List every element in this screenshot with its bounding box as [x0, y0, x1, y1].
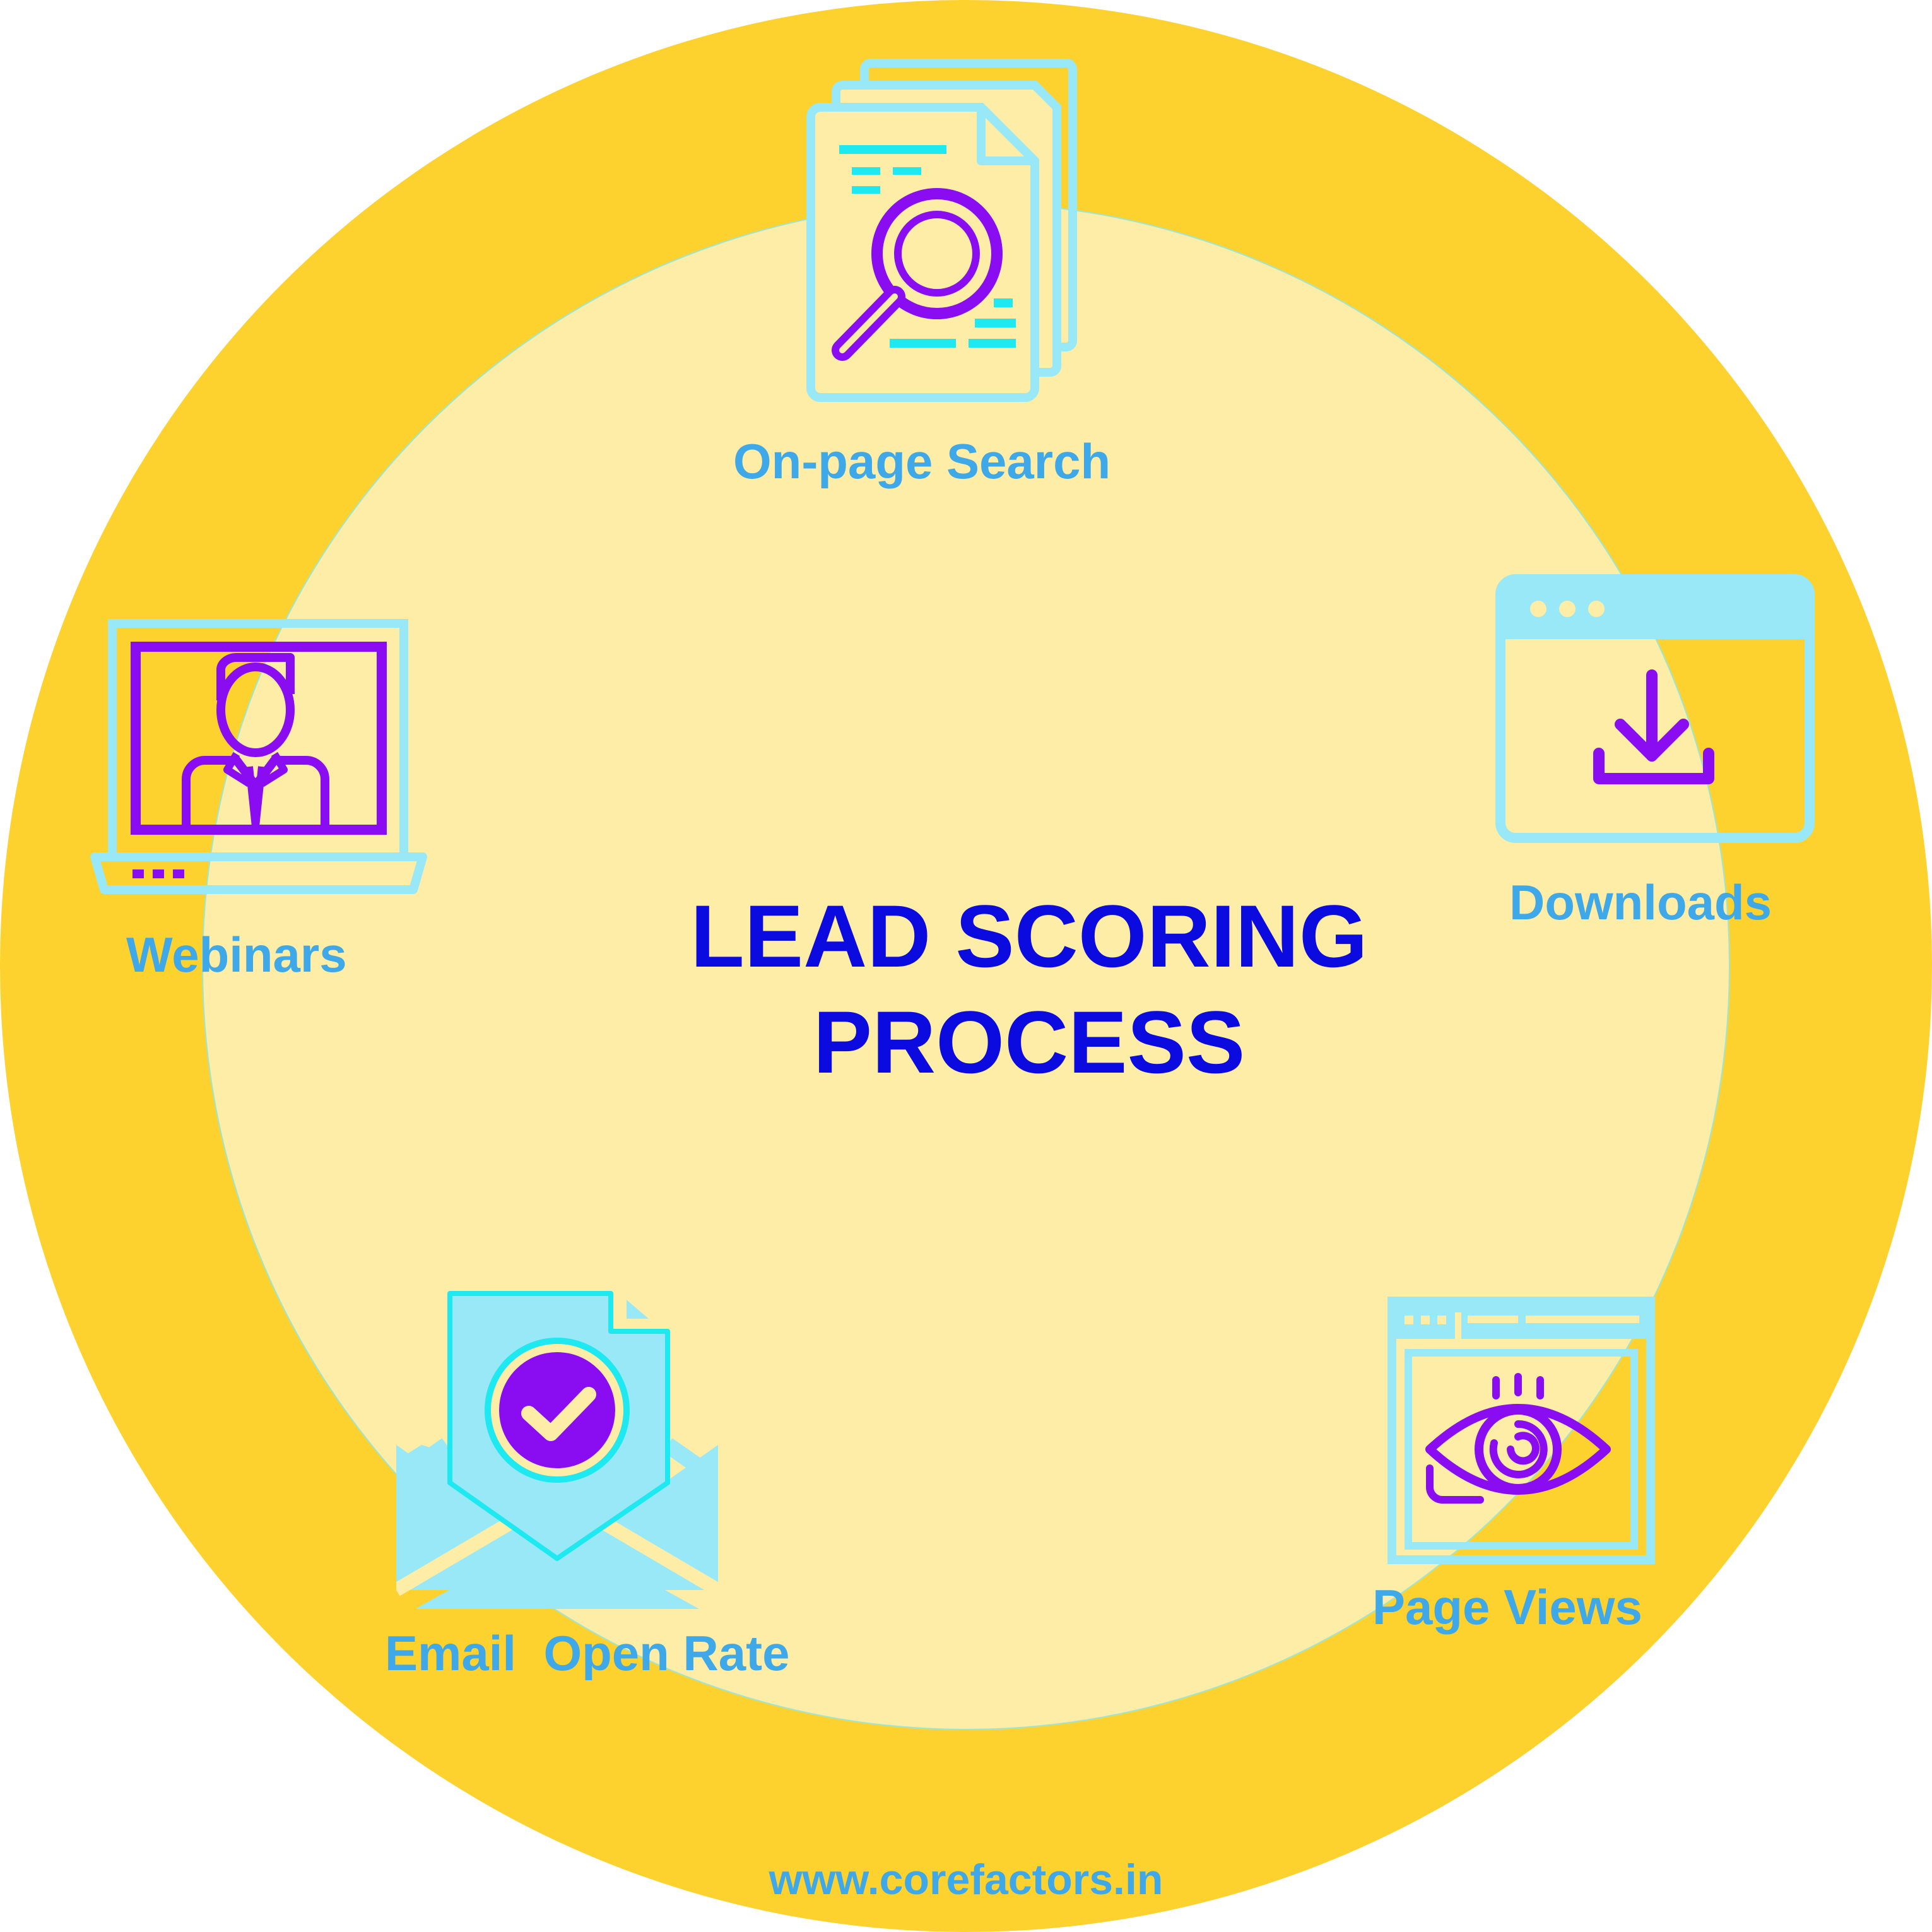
page-views-label: Page Views — [1372, 1579, 1642, 1635]
on-page-search-label: On-page Search — [733, 433, 1111, 489]
title-line-2: PROCESS — [813, 993, 1246, 1092]
laptop-presenter-icon — [90, 619, 427, 894]
center-title: LEAD SCORING PROCESS — [651, 883, 1408, 1095]
browser-download-icon — [1495, 574, 1815, 843]
downloads-label: Downloads — [1509, 875, 1772, 930]
webinars-label: Webinars — [126, 927, 347, 982]
envelope-check-icon — [396, 1291, 718, 1609]
email-open-rate-label: Email Open Rate — [385, 1625, 790, 1681]
title-line-1: LEAD SCORING — [690, 886, 1368, 986]
document-search-icon — [806, 59, 1077, 402]
website-url[interactable]: www.corefactors.in — [769, 1856, 1163, 1904]
browser-eye-icon — [1387, 1297, 1655, 1564]
